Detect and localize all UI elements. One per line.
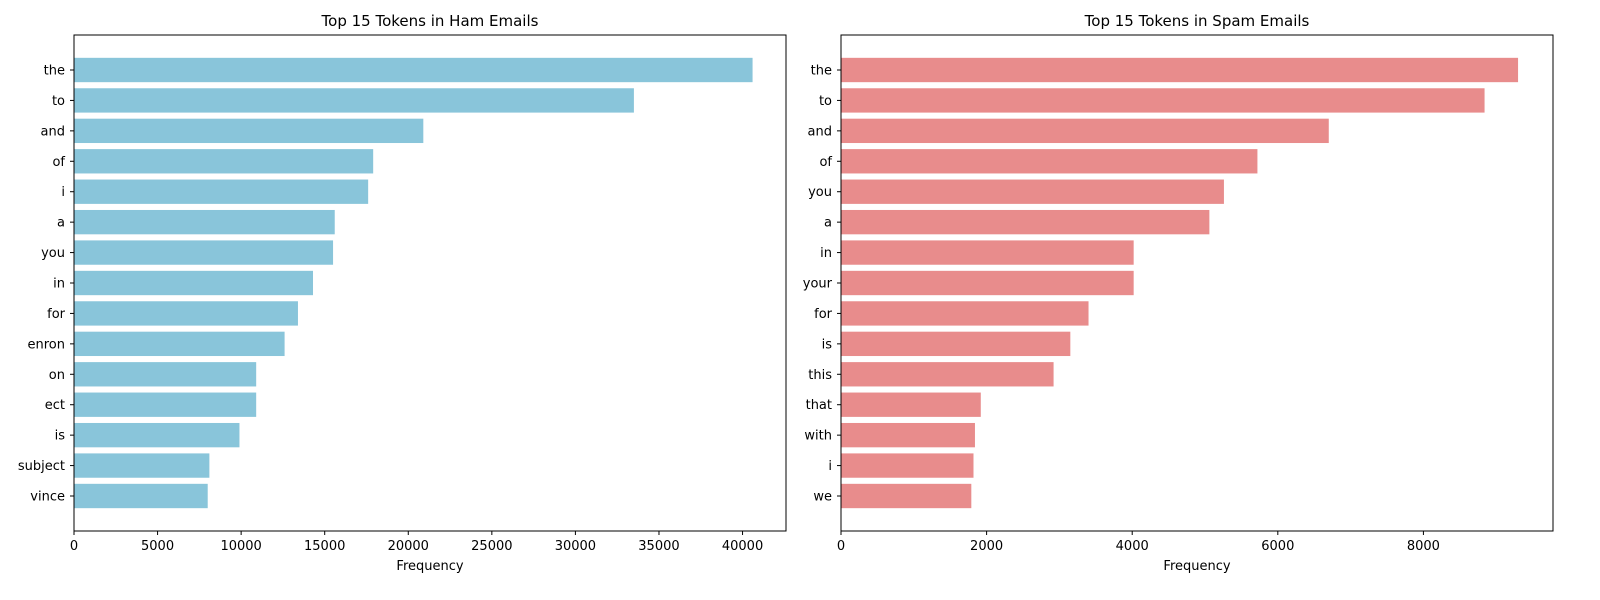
spam-bar-is: [841, 331, 1071, 357]
spam-x-axis-label: Frequency: [1163, 559, 1230, 574]
ham-chart-title: Top 15 Tokens in Ham Emails: [321, 12, 539, 30]
spam-x-tick-label: 0: [837, 539, 845, 554]
spam-y-tick-label-your: your: [803, 277, 833, 292]
spam-bar-that: [841, 392, 981, 417]
ham-y-tick-label-subject: subject: [18, 459, 65, 474]
spam-chart: Top 15 Tokens in Spam Emails the to and of yo…: [803, 12, 1554, 574]
spam-y-tick-label-a: a: [824, 216, 832, 231]
spam-y-tick-label-is: is: [822, 337, 833, 352]
spam-y-tick-label-this: this: [808, 368, 832, 383]
spam-bar-we: [841, 483, 972, 509]
ham-y-tick-label-and: and: [41, 124, 65, 139]
ham-bar-enron: [74, 331, 285, 357]
ham-y-tick-label-for: for: [47, 307, 66, 322]
ham-x-tick-label: 5000: [141, 539, 174, 554]
ham-bar-you: [74, 240, 334, 265]
ham-bar-of: [74, 149, 374, 174]
ham-x-axis-label: Frequency: [396, 559, 463, 574]
spam-chart-title: Top 15 Tokens in Spam Emails: [1084, 12, 1310, 30]
spam-bar-you: [841, 179, 1224, 204]
ham-x-tick-label: 35000: [638, 539, 679, 554]
spam-y-tick-label-in: in: [820, 246, 832, 261]
ham-x-tick-label: 10000: [220, 539, 261, 554]
ham-y-tick-label-ect: ect: [45, 398, 65, 413]
spam-bar-a: [841, 209, 1210, 235]
spam-x-tick-label: 2000: [970, 539, 1003, 554]
ham-bar-and: [74, 118, 424, 144]
spam-y-tick-label-i: i: [828, 459, 832, 474]
spam-y-tick-label-we: we: [813, 490, 832, 505]
ham-x-tick-label: 20000: [388, 539, 429, 554]
spam-bar-of: [841, 149, 1258, 174]
spam-y-tick-label-with: with: [804, 429, 832, 444]
ham-bar-subject: [74, 453, 210, 478]
ham-bar-for: [74, 301, 298, 326]
spam-x-tick-label: 6000: [1261, 539, 1294, 554]
ham-bar-ect: [74, 392, 257, 417]
ham-bar-i: [74, 179, 369, 204]
ham-x-tick-label: 0: [70, 539, 78, 554]
spam-bar-and: [841, 118, 1329, 144]
ham-x-tick-label: 25000: [471, 539, 512, 554]
ham-x-tick-label: 30000: [555, 539, 596, 554]
spam-x-tick-label: 4000: [1116, 539, 1149, 554]
ham-y-tick-label-vince: vince: [30, 490, 65, 505]
ham-y-tick-label-of: of: [52, 155, 65, 170]
ham-y-tick-label-in: in: [53, 277, 65, 292]
ham-y-tick-label-to: to: [52, 94, 65, 109]
spam-x-tick-label: 8000: [1407, 539, 1440, 554]
ham-bar-the: [74, 57, 753, 83]
ham-y-tick-label-on: on: [49, 368, 65, 383]
ham-plot-frame: [73, 34, 787, 532]
spam-y-tick-label-for: for: [814, 307, 833, 322]
ham-x-tick-label: 40000: [722, 539, 763, 554]
ham-y-tick-label-is: is: [55, 429, 66, 444]
spam-y-tick-label-you: you: [808, 185, 832, 200]
spam-bar-with: [841, 422, 975, 448]
spam-y-tick-label-the: the: [811, 64, 832, 79]
ham-bar-to: [74, 88, 634, 113]
spam-y-tick-label-and: and: [808, 124, 832, 139]
spam-bar-in: [841, 240, 1134, 265]
spam-bar-the: [841, 57, 1519, 83]
spam-bar-your: [841, 270, 1134, 296]
spam-bar-for: [841, 301, 1089, 326]
ham-y-tick-label-a: a: [57, 216, 65, 231]
ham-bar-is: [74, 422, 240, 448]
ham-y-tick-label-enron: enron: [28, 337, 66, 352]
spam-bar-i: [841, 453, 974, 478]
ham-y-tick-label-you: you: [41, 246, 65, 261]
spam-y-tick-label-that: that: [806, 398, 832, 413]
spam-bar-this: [841, 362, 1054, 387]
spam-y-tick-label-of: of: [819, 155, 832, 170]
ham-chart: Top 15 Tokens in Ham Emails the to and of i ay…: [18, 12, 787, 574]
ham-bar-on: [74, 362, 257, 387]
ham-y-tick-label-the: the: [44, 64, 65, 79]
ham-x-tick-label: 15000: [304, 539, 345, 554]
spam-bar-to: [841, 88, 1485, 113]
ham-bar-a: [74, 209, 335, 235]
spam-plot-frame: [840, 34, 1554, 532]
ham-bar-vince: [74, 483, 208, 509]
ham-y-tick-label-i: i: [61, 185, 65, 200]
spam-y-tick-label-to: to: [819, 94, 832, 109]
ham-bar-in: [74, 270, 314, 296]
